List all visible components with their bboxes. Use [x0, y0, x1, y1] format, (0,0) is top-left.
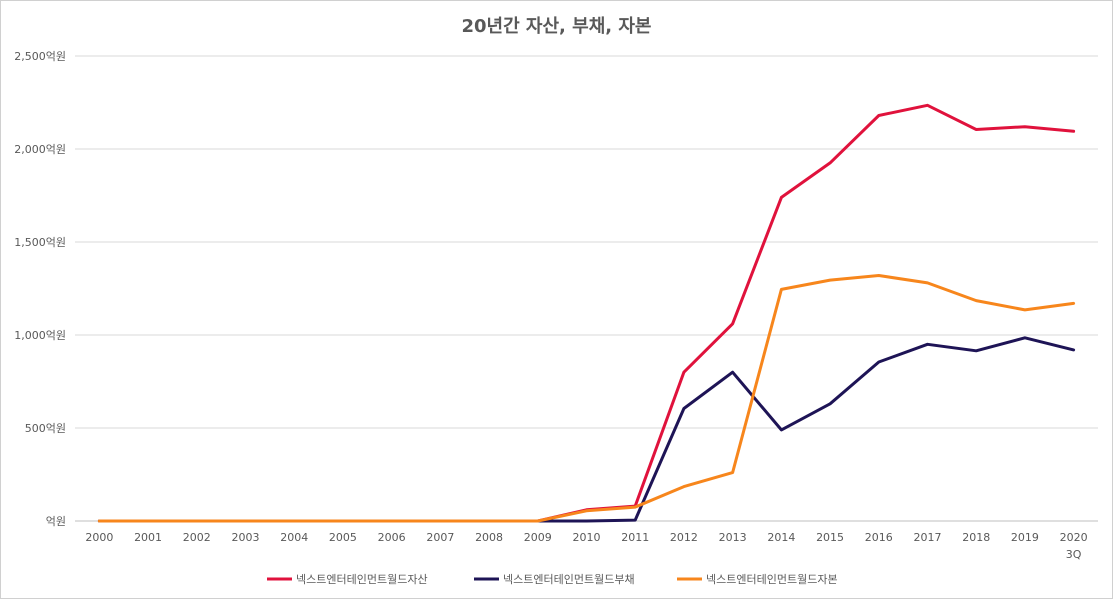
series-line [97, 103, 1076, 523]
y-tick-label: 2,000억원 [14, 143, 66, 156]
series-line [97, 274, 1076, 523]
x-tick-label: 2012 [670, 531, 698, 544]
legend-label: 넥스트엔터테인먼트월드부채 [503, 573, 635, 586]
x-tick-label: 2008 [475, 531, 503, 544]
x-tick-label: 2013 [719, 531, 747, 544]
x-tick-label: 2019 [1011, 531, 1039, 544]
x-tick-label: 2015 [816, 531, 844, 544]
legend-label: 넥스트엔터테인먼트월드자본 [706, 573, 838, 586]
y-tick-label: 2,500억원 [14, 50, 66, 63]
x-tick-label: 2009 [524, 531, 552, 544]
x-tick-label: 2004 [280, 531, 308, 544]
y-tick-label: 1,500억원 [14, 236, 66, 249]
x-tick-label: 2020 [1060, 531, 1088, 544]
x-tick-label: 2016 [865, 531, 893, 544]
x-tick-label: 2006 [378, 531, 406, 544]
y-axis-ticks: 억원 500억원 1,000억원 1,500억원 2,000억원 2,500억원 [14, 50, 66, 528]
x-tick-label: 2000 [85, 531, 113, 544]
series-lines [97, 103, 1076, 523]
x-tick-label: 2014 [767, 531, 795, 544]
x-tick-label: 2001 [134, 531, 162, 544]
x-tick-label: 2017 [914, 531, 942, 544]
x-tick-label: 2018 [962, 531, 990, 544]
legend: 넥스트엔터테인먼트월드자산 넥스트엔터테인먼트월드부채 넥스트엔터테인먼트월드자본 [267, 573, 838, 586]
x-tick-label: 3Q [1066, 548, 1082, 561]
x-tick-label: 2005 [329, 531, 357, 544]
series-line [97, 336, 1076, 523]
x-tick-label: 2003 [232, 531, 260, 544]
x-tick-label: 2010 [573, 531, 601, 544]
y-tick-label: 1,000억원 [14, 329, 66, 342]
y-tick-label: 억원 [46, 515, 66, 528]
legend-label: 넥스트엔터테인먼트월드자산 [296, 573, 428, 586]
x-tick-label: 2011 [621, 531, 649, 544]
chart-title: 20년간 자산, 부채, 자본 [461, 16, 652, 37]
x-axis-ticks: 2000 2001 2002 2003 2004 2005 2006 2007 2008 2009… [85, 531, 1087, 561]
y-tick-label: 500억원 [25, 422, 66, 435]
x-tick-label: 2007 [426, 531, 454, 544]
x-tick-label: 2002 [183, 531, 211, 544]
